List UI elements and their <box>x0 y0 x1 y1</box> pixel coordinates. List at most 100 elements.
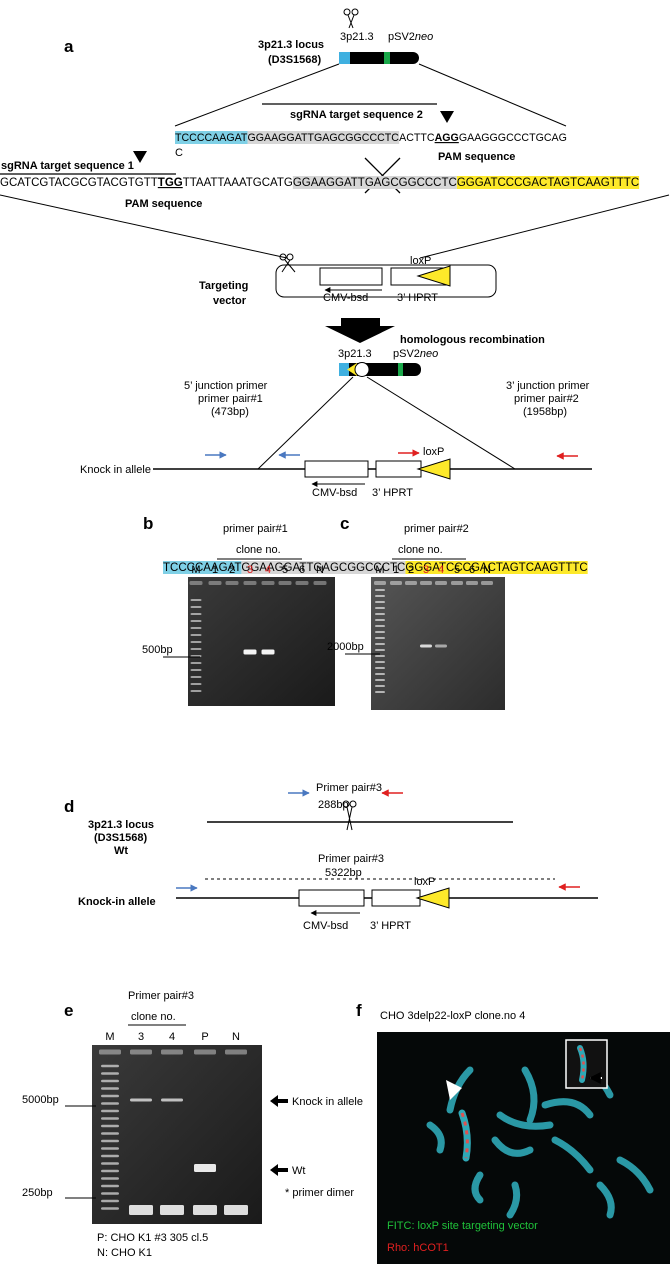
gel-band <box>190 676 202 678</box>
lane-label: M <box>105 1031 114 1043</box>
gel-band <box>101 1177 119 1180</box>
gel-band <box>130 1049 152 1055</box>
gel-band <box>101 1094 119 1098</box>
gel-band <box>190 613 202 615</box>
gel-band <box>435 644 447 648</box>
gel-band <box>225 1049 247 1055</box>
zoom-line <box>174 63 340 127</box>
loxp-label: loxP <box>410 255 431 267</box>
gel-band <box>375 679 385 681</box>
locus-title: 3p21.3 locus <box>258 39 324 51</box>
targeting-vector <box>275 253 497 298</box>
lane-label: 3 <box>247 564 253 576</box>
primer-label: (1958bp) <box>523 406 567 418</box>
note: N: CHO K1 <box>97 1247 152 1259</box>
fish-image <box>377 1032 670 1264</box>
gel-band <box>225 581 239 585</box>
gel-band <box>101 1139 119 1143</box>
note: P: CHO K1 #3 305 cl.5 <box>97 1232 208 1244</box>
sequence-segment: AGG <box>435 132 459 144</box>
marker-label: 250bp <box>22 1187 53 1199</box>
sequence-segment: TGG <box>158 177 183 189</box>
zoom-line <box>418 63 567 127</box>
gel-band <box>375 625 385 627</box>
sequence-segment: TTAATTAAATGCATG <box>183 177 293 189</box>
gel-band <box>101 1109 119 1113</box>
sequence: TCCCCAAGAT GGAAGGATTGAGCGGCCCTC GGGATCCC… <box>163 561 588 574</box>
pam-label: PAM sequence <box>438 151 515 163</box>
gel-band <box>129 1205 153 1215</box>
gel-band <box>101 1162 119 1165</box>
gel-band <box>420 644 432 648</box>
band-label: Wt <box>292 1165 305 1177</box>
sequence-segment: ACTTC <box>399 132 434 144</box>
sequence-highlight <box>163 561 242 574</box>
sequence-segment: GGAAGGATTGAGCGGCCCTC <box>241 562 405 574</box>
sequence-segment: GGAAGGATTGAGCGGCCCTC <box>247 132 398 144</box>
gel-band <box>375 691 385 693</box>
sequence-segment: GCATCGTACGCGTACGTGTT <box>0 177 158 189</box>
big-arrow <box>325 318 395 343</box>
gel-band <box>243 581 257 585</box>
gel-band <box>420 581 432 585</box>
cut-marker <box>440 111 454 123</box>
primer-size: 5322bp <box>325 867 362 879</box>
gel-band <box>208 581 222 585</box>
lane-label: N <box>232 1031 240 1043</box>
cut-marker <box>133 151 147 163</box>
marker-label: 5000bp <box>22 1094 59 1106</box>
lane-label: 2 <box>229 564 235 576</box>
gel-band <box>189 581 203 585</box>
gel-band <box>375 685 385 687</box>
gel-band <box>451 581 463 585</box>
sequence-segment: TCCCCAAGAT <box>175 132 248 144</box>
gel-band <box>130 1098 152 1102</box>
gel-band <box>101 1102 119 1105</box>
gel-band <box>261 649 275 655</box>
knock-in-allele <box>176 878 598 916</box>
gel-image <box>92 1045 262 1224</box>
vector-label: vector <box>213 295 247 307</box>
locus-subtitle: (D3S1568) <box>268 54 322 66</box>
gel-band <box>375 655 385 657</box>
gel-band <box>101 1169 119 1173</box>
chrom-label: 3p21.3 <box>338 348 372 360</box>
band-arrow <box>270 1164 288 1176</box>
sgrna-label: sgRNA target sequence 2 <box>290 109 423 121</box>
gel-band <box>466 581 478 585</box>
primer-label: primer pair#1 <box>198 393 263 405</box>
allele-label: Knock-in allele <box>78 896 156 908</box>
lane-label: 5 <box>454 564 460 576</box>
gel-band <box>278 581 292 585</box>
primer-label: (473bp) <box>211 406 249 418</box>
sequence-segment: GGAAGGATTGAGCGGCCCTC <box>293 177 457 189</box>
primer-label: Primer pair#3 <box>318 853 384 865</box>
panel-label: e <box>64 1001 73 1020</box>
gel-band <box>375 643 385 645</box>
lane-label: 2 <box>408 564 414 576</box>
gel-band <box>160 1205 184 1215</box>
zoom-line <box>366 376 516 470</box>
gel-band <box>101 1079 119 1083</box>
lane-label: 1 <box>393 564 399 576</box>
gel-band <box>101 1124 119 1128</box>
recombination-label: homologous recombination <box>400 334 545 346</box>
gel-title: primer pair#1 <box>223 523 288 535</box>
lane-label: M <box>191 564 200 576</box>
gel-band <box>101 1087 119 1090</box>
lane-label: 4 <box>265 564 271 576</box>
gel-band <box>190 634 202 636</box>
marker-label: 500bp <box>142 644 173 656</box>
gel-band <box>194 1164 216 1172</box>
gel-band <box>101 1199 119 1203</box>
gel-band <box>190 627 202 629</box>
sequence-wrap: C <box>175 147 183 159</box>
lane-label: N <box>316 564 324 576</box>
sequence-segment: GAAGGGCCCTGCAG <box>459 132 567 144</box>
chrom-label-part: pSV2 <box>393 348 420 360</box>
gel-band <box>161 1098 183 1102</box>
gel-band <box>435 581 447 585</box>
gel-band <box>161 1049 183 1055</box>
gel-band <box>190 669 202 671</box>
gene-label: CMV-bsd <box>323 292 368 304</box>
